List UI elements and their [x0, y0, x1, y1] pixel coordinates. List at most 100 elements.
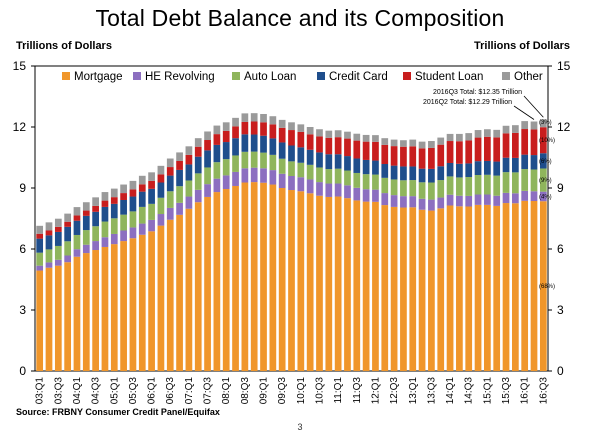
bar-segment-mortgage — [92, 250, 99, 371]
bar-segment-auto-loan — [54, 245, 62, 260]
bar-segment-mortgage — [110, 244, 118, 371]
bar-segment-he-revolving — [372, 189, 379, 202]
left-tick-label: 0 — [19, 364, 26, 378]
bar-segment-he-revolving — [204, 184, 211, 197]
annotation-2016q2-total: 2016Q2 Total: $12.29 Trillion — [423, 99, 512, 106]
bar-segment-student-loan — [176, 160, 183, 170]
bar-segment-other — [92, 197, 99, 206]
bar-segment-auto-loan — [101, 221, 109, 238]
bar-segment-mortgage — [344, 198, 351, 371]
bar-segment-auto-loan — [260, 152, 267, 169]
bar-segment-mortgage — [325, 196, 333, 371]
bar-segment-he-revolving — [325, 183, 333, 197]
bar-segment-student-loan — [530, 129, 538, 156]
bar-segment-other — [390, 139, 398, 147]
x-tick-label: 15:Q3 — [501, 377, 512, 405]
right-tick-label: 12 — [557, 120, 571, 134]
bar-segment-other — [484, 129, 491, 137]
bar-segment-he-revolving — [194, 189, 202, 203]
bar-segment-student-loan — [110, 197, 118, 204]
bar-segment-credit-card — [418, 168, 426, 183]
bar-segment-he-revolving — [362, 189, 370, 202]
bar-segment-he-revolving — [288, 176, 295, 191]
bar-segment-auto-loan — [297, 162, 305, 178]
bar-segment-student-loan — [456, 141, 463, 164]
right-tick-label: 6 — [557, 242, 564, 256]
bar-segment-credit-card — [297, 147, 305, 163]
bar-segment-student-loan — [325, 137, 333, 155]
bar-segment-he-revolving — [493, 195, 501, 206]
bar-segment-credit-card — [316, 152, 323, 168]
bar-segment-mortgage — [474, 204, 482, 371]
bar-segment-auto-loan — [166, 191, 174, 208]
bar-segment-he-revolving — [36, 265, 44, 271]
right-tick-label: 3 — [557, 303, 564, 317]
bar-segment-credit-card — [213, 144, 221, 163]
bar-segment-mortgage — [502, 203, 510, 371]
bar-segment-other — [288, 122, 295, 131]
bar-segment-auto-loan — [194, 173, 202, 190]
bar-segment-auto-loan — [288, 161, 295, 176]
bar-segment-he-revolving — [400, 196, 407, 208]
x-tick-label: 16:Q1 — [520, 377, 531, 405]
bar-segment-he-revolving — [530, 191, 538, 202]
legend-swatch — [403, 72, 411, 80]
bar-segment-other — [465, 133, 473, 141]
bar-segment-mortgage — [353, 200, 361, 371]
bar-segment-other — [456, 133, 463, 142]
bar-segment-student-loan — [54, 226, 62, 232]
x-tick-label: 09:Q3 — [277, 377, 288, 405]
bar-segment-other — [493, 129, 501, 138]
bar-segment-credit-card — [344, 156, 351, 171]
bar-segment-credit-card — [306, 149, 314, 165]
bar-segment-auto-loan — [353, 172, 361, 188]
bar-segment-he-revolving — [166, 207, 174, 220]
bar-segment-other — [138, 175, 146, 185]
bar-segment-mortgage — [241, 182, 249, 371]
bar-segment-student-loan — [260, 122, 267, 136]
bar-segment-auto-loan — [372, 174, 379, 190]
bar-segment-auto-loan — [325, 169, 333, 184]
bar-segment-he-revolving — [129, 227, 137, 239]
bar-segment-auto-loan — [344, 170, 351, 186]
bar-segment-mortgage — [138, 234, 146, 371]
bar-segment-credit-card — [185, 164, 193, 181]
bar-segment-other — [334, 130, 342, 138]
bar-segment-auto-loan — [82, 230, 90, 245]
bar-segment-auto-loan — [157, 197, 165, 215]
bar-segment-student-loan — [138, 184, 146, 192]
bar-segment-credit-card — [138, 191, 146, 207]
x-tick-label: 08:Q3 — [240, 377, 251, 405]
bar-segment-student-loan — [120, 193, 127, 200]
bar-segment-auto-loan — [185, 180, 193, 197]
bar-segment-he-revolving — [446, 194, 454, 206]
bar-segment-other — [372, 135, 379, 142]
bar-segment-student-loan — [521, 129, 529, 155]
bar-segment-he-revolving — [138, 223, 146, 235]
bar-segment-credit-card — [325, 154, 333, 170]
bar-segment-he-revolving — [45, 262, 53, 268]
page-number: 3 — [297, 422, 303, 432]
x-tick-label: 11:Q1 — [333, 377, 344, 404]
bar-segment-student-loan — [204, 140, 211, 151]
bar-segment-other — [400, 140, 407, 147]
bar-segment-auto-loan — [64, 241, 72, 256]
x-tick-label: 06:Q1 — [147, 377, 158, 405]
bar-segment-credit-card — [110, 203, 118, 219]
bar-segment-other — [530, 121, 538, 130]
bar-segment-credit-card — [456, 163, 463, 178]
bar-segment-mortgage — [539, 201, 547, 371]
legend-swatch — [502, 72, 510, 80]
bar-segment-other — [362, 134, 370, 142]
bar-segment-mortgage — [45, 267, 53, 371]
x-tick-label: 04:Q1 — [72, 377, 83, 405]
annotation-2016q3-total: 2016Q3 Total: $12.35 Trillion — [433, 89, 522, 96]
bar-segment-student-loan — [484, 136, 491, 161]
bar-segment-credit-card — [381, 164, 389, 178]
bar-segment-credit-card — [484, 160, 491, 175]
bar-segment-other — [54, 218, 62, 227]
bar-segment-other — [148, 172, 155, 181]
x-tick-label: 14:Q1 — [445, 377, 456, 405]
bar-segment-he-revolving — [409, 196, 417, 208]
bar-segment-auto-loan — [110, 218, 118, 234]
